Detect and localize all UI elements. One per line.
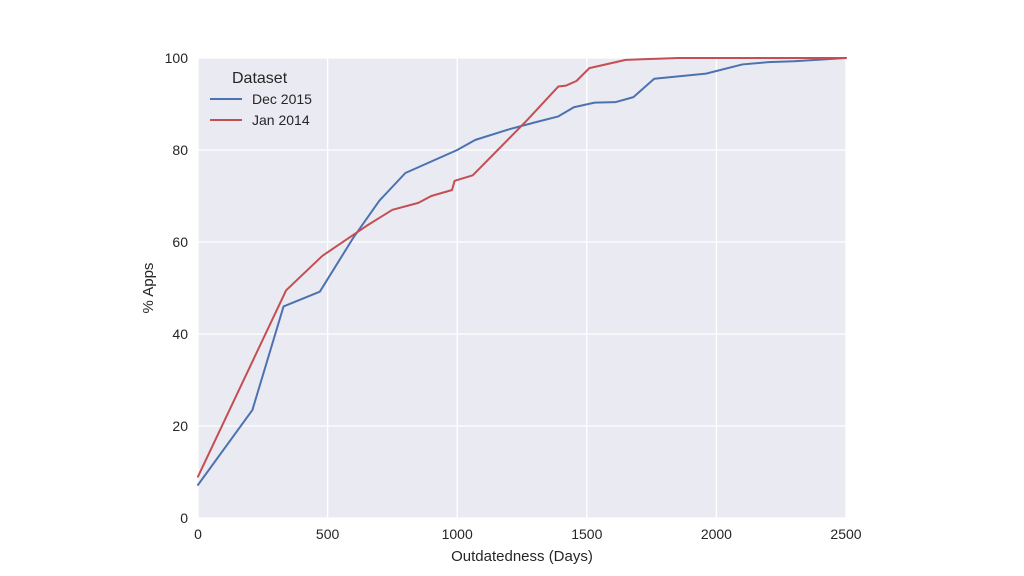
x-axis-label: Outdatedness (Days): [451, 548, 593, 565]
legend-items: Dec 2015 Jan 2014: [210, 91, 312, 128]
legend: Dataset Dec 2015 Jan 2014: [210, 70, 312, 128]
plot-area: [198, 58, 846, 518]
series-lines: [197, 57, 847, 486]
y-tick-label-2: 40: [172, 326, 188, 342]
x-tick-label-1: 500: [316, 526, 340, 542]
y-tick-label-5: 100: [165, 50, 189, 66]
x-tick-label-4: 2000: [701, 526, 732, 542]
y-tick-labels: 0 20 40 60 80 100: [165, 50, 189, 526]
series-line-dec-2015: [197, 57, 847, 486]
legend-label-jan-2014: Jan 2014: [252, 112, 310, 128]
x-tick-label-0: 0: [194, 526, 202, 542]
series-line-jan-2014: [197, 57, 847, 478]
legend-label-dec-2015: Dec 2015: [252, 91, 312, 107]
x-tick-label-5: 2500: [830, 526, 861, 542]
x-tick-label-3: 1500: [571, 526, 602, 542]
x-tick-label-2: 1000: [442, 526, 473, 542]
y-tick-label-4: 80: [172, 142, 188, 158]
y-tick-label-1: 20: [172, 418, 188, 434]
grid-lines: [197, 57, 847, 519]
y-tick-label-3: 60: [172, 234, 188, 250]
y-axis-label: % Apps: [140, 263, 157, 314]
y-tick-label-0: 0: [180, 510, 188, 526]
x-tick-labels: 0 500 1000 1500 2000 2500: [194, 526, 862, 542]
legend-title: Dataset: [232, 70, 288, 87]
